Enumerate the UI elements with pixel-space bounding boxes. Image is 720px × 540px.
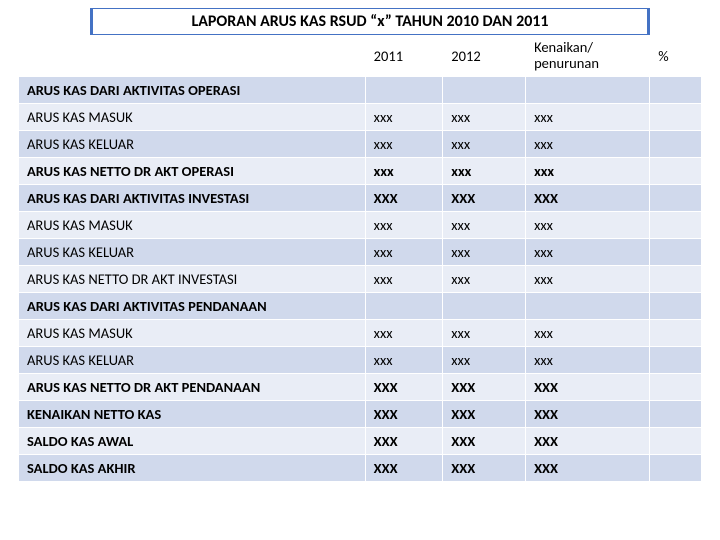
cell-change: Kenaikan/ penurunan — [526, 36, 650, 77]
cell-year2: xxx — [443, 157, 526, 184]
table-row: ARUS KAS NETTO DR AKT OPERASIxxxxxxxxx — [19, 157, 702, 184]
cell-percent — [650, 319, 702, 346]
cell-year1: xxx — [365, 319, 443, 346]
cell-change: XXX — [526, 427, 650, 454]
cell-percent — [650, 292, 702, 319]
cell-year2: xxx — [443, 211, 526, 238]
cell-label: ARUS KAS MASUK — [19, 319, 366, 346]
table-row: ARUS KAS MASUKxxxxxxxxx — [19, 319, 702, 346]
cell-year2: xxx — [443, 238, 526, 265]
cell-label: SALDO KAS AWAL — [19, 427, 366, 454]
table-row: ARUS KAS NETTO DR AKT INVESTASIxxxxxxxxx — [19, 265, 702, 292]
cell-percent: % — [650, 36, 702, 77]
cell-change: XXX — [526, 184, 650, 211]
cell-label: ARUS KAS DARI AKTIVITAS INVESTASI — [19, 184, 366, 211]
cell-year1: xxx — [365, 238, 443, 265]
cell-year2: xxx — [443, 265, 526, 292]
cell-year1: 2011 — [365, 36, 443, 77]
cell-year1 — [365, 292, 443, 319]
cell-year1: XXX — [365, 373, 443, 400]
cell-year1: xxx — [365, 157, 443, 184]
cell-label — [19, 36, 366, 77]
cell-change: XXX — [526, 400, 650, 427]
table-row: KENAIKAN NETTO KASXXXXXXXXX — [19, 400, 702, 427]
cell-year2: XXX — [443, 400, 526, 427]
table-row: ARUS KAS DARI AKTIVITAS OPERASI — [19, 76, 702, 103]
cell-change: XXX — [526, 373, 650, 400]
cell-label: ARUS KAS NETTO DR AKT INVESTASI — [19, 265, 366, 292]
cell-percent — [650, 103, 702, 130]
cell-percent — [650, 346, 702, 373]
cell-change: xxx — [526, 211, 650, 238]
table-row: ARUS KAS NETTO DR AKT PENDANAANXXXXXXXXX — [19, 373, 702, 400]
cell-year2: 2012 — [443, 36, 526, 77]
cell-year1: XXX — [365, 184, 443, 211]
table-row: ARUS KAS KELUARxxxxxxxxx — [19, 238, 702, 265]
table-row: ARUS KAS MASUKxxxxxxxxx — [19, 103, 702, 130]
cell-percent — [650, 454, 702, 481]
cell-label: ARUS KAS NETTO DR AKT OPERASI — [19, 157, 366, 184]
cell-percent — [650, 238, 702, 265]
cell-change — [526, 76, 650, 103]
cell-year2: xxx — [443, 319, 526, 346]
report-title: LAPORAN ARUS KAS RSUD “x” TAHUN 2010 DAN… — [90, 8, 650, 35]
cell-percent — [650, 130, 702, 157]
table-row: SALDO KAS AWALXXXXXXXXX — [19, 427, 702, 454]
cell-year1: xxx — [365, 346, 443, 373]
cell-change — [526, 292, 650, 319]
table-row: SALDO KAS AKHIRXXXXXXXXX — [19, 454, 702, 481]
table-header-row: 20112012Kenaikan/ penurunan% — [19, 36, 702, 77]
cell-year2: xxx — [443, 130, 526, 157]
cell-year1: xxx — [365, 211, 443, 238]
cell-year1: XXX — [365, 454, 443, 481]
cell-year2: XXX — [443, 454, 526, 481]
cell-year1: xxx — [365, 130, 443, 157]
cell-percent — [650, 184, 702, 211]
cell-label: ARUS KAS KELUAR — [19, 346, 366, 373]
cell-percent — [650, 265, 702, 292]
cell-year1: XXX — [365, 400, 443, 427]
cell-percent — [650, 211, 702, 238]
cell-label: ARUS KAS MASUK — [19, 103, 366, 130]
cell-label: ARUS KAS DARI AKTIVITAS OPERASI — [19, 76, 366, 103]
cell-label: ARUS KAS KELUAR — [19, 130, 366, 157]
cell-label: SALDO KAS AKHIR — [19, 454, 366, 481]
cell-percent — [650, 76, 702, 103]
cell-percent — [650, 400, 702, 427]
cell-change: XXX — [526, 454, 650, 481]
cell-change: xxx — [526, 319, 650, 346]
cell-change: xxx — [526, 265, 650, 292]
cell-change: xxx — [526, 238, 650, 265]
cell-change: xxx — [526, 346, 650, 373]
table-row: ARUS KAS DARI AKTIVITAS INVESTASIXXXXXXX… — [19, 184, 702, 211]
cell-year2: XXX — [443, 373, 526, 400]
cell-year2: XXX — [443, 427, 526, 454]
table-row: ARUS KAS KELUARxxxxxxxxx — [19, 130, 702, 157]
table-row: ARUS KAS MASUKxxxxxxxxx — [19, 211, 702, 238]
cell-year1: XXX — [365, 427, 443, 454]
cell-label: KENAIKAN NETTO KAS — [19, 400, 366, 427]
cashflow-table: 20112012Kenaikan/ penurunan%ARUS KAS DAR… — [18, 35, 702, 482]
cell-year1: xxx — [365, 265, 443, 292]
cell-year2 — [443, 76, 526, 103]
cell-year1: xxx — [365, 103, 443, 130]
cell-year2: xxx — [443, 103, 526, 130]
cell-label: ARUS KAS NETTO DR AKT PENDANAAN — [19, 373, 366, 400]
table-row: ARUS KAS DARI AKTIVITAS PENDANAAN — [19, 292, 702, 319]
cell-percent — [650, 373, 702, 400]
cell-change: xxx — [526, 157, 650, 184]
cell-label: ARUS KAS DARI AKTIVITAS PENDANAAN — [19, 292, 366, 319]
cell-year2: xxx — [443, 346, 526, 373]
cell-year2: XXX — [443, 184, 526, 211]
cell-change: xxx — [526, 103, 650, 130]
cell-year2 — [443, 292, 526, 319]
cell-label: ARUS KAS KELUAR — [19, 238, 366, 265]
table-row: ARUS KAS KELUARxxxxxxxxx — [19, 346, 702, 373]
cell-percent — [650, 427, 702, 454]
cell-label: ARUS KAS MASUK — [19, 211, 366, 238]
cell-change: xxx — [526, 130, 650, 157]
cell-year1 — [365, 76, 443, 103]
cell-percent — [650, 157, 702, 184]
